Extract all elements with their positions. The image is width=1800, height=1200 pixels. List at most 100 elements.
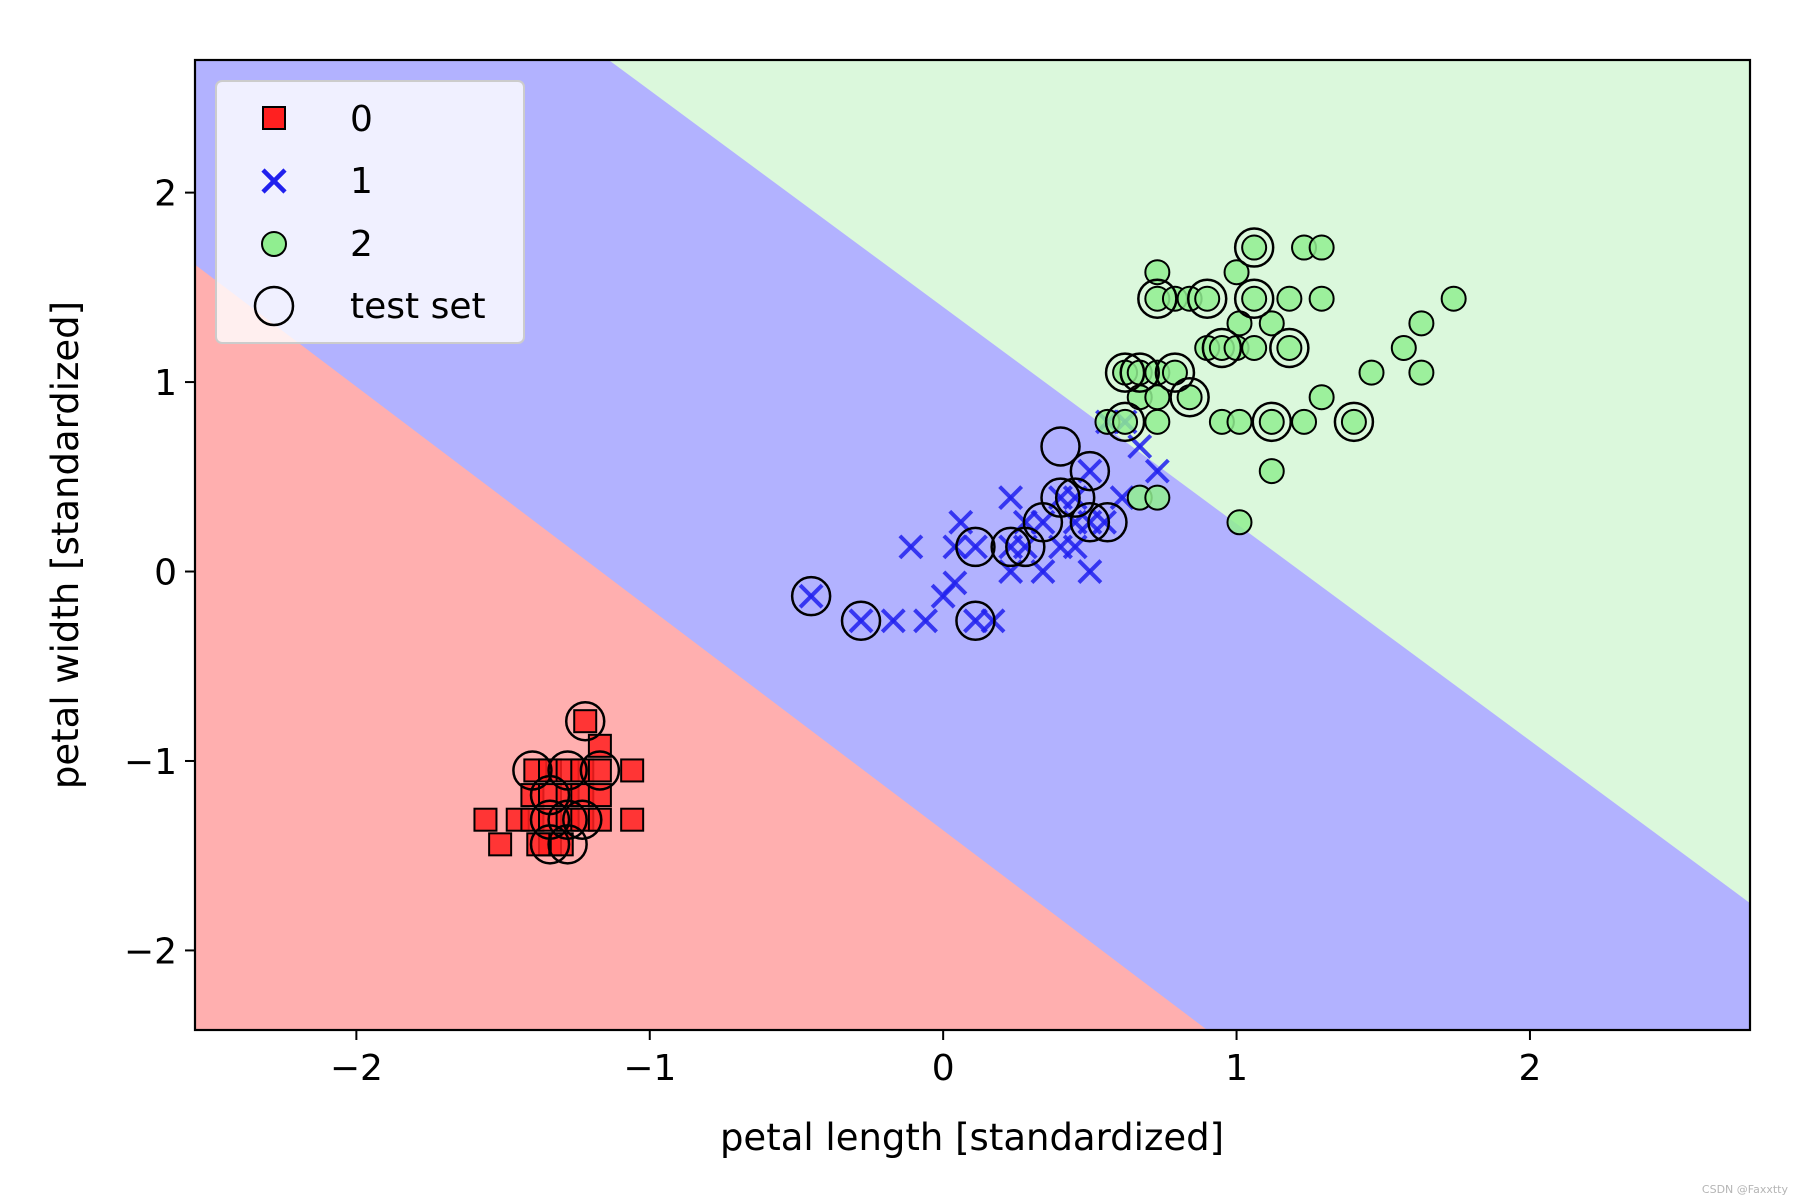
x-tick-label: −1	[623, 1048, 676, 1089]
point-class-1	[1077, 458, 1103, 484]
point-class-1-stroke	[1077, 559, 1103, 584]
test-set-point	[1069, 502, 1111, 543]
point-class-0	[620, 807, 645, 832]
point-class-1-stroke	[848, 608, 874, 634]
point-class-2	[1144, 484, 1171, 511]
test-set-point	[1054, 477, 1096, 518]
point-class-1	[880, 608, 906, 634]
legend-label-test-set: test set	[350, 286, 486, 327]
point-class-2	[1194, 285, 1221, 312]
point-class-2	[1144, 408, 1171, 435]
point-class-2	[1226, 408, 1253, 435]
point-class-2	[1440, 285, 1467, 312]
point-class-2	[1226, 509, 1253, 536]
point-class-1	[942, 534, 968, 560]
decision-regions	[195, 60, 1750, 1030]
x-tick-label: 2	[1518, 1048, 1541, 1089]
test-set-point	[990, 526, 1031, 568]
test-set-point	[564, 700, 606, 742]
point-class-1	[963, 608, 988, 634]
point-class-1-stroke	[798, 583, 824, 609]
point-class-2	[1276, 334, 1303, 361]
test-set-point	[547, 824, 588, 865]
point-class-1	[1092, 509, 1117, 535]
test-set-point	[1233, 227, 1275, 268]
y-tick-label: −1	[124, 742, 177, 783]
point-class-0	[573, 709, 598, 734]
point-class-1-stroke	[942, 570, 968, 596]
point-class-1-stroke	[942, 534, 968, 560]
point-class-2	[1291, 408, 1318, 435]
point-class-1-stroke	[1144, 458, 1170, 484]
test-set-point	[1040, 426, 1081, 467]
point-class-1-stroke	[1077, 458, 1103, 484]
watermark: CSDN @Faxxtty	[1701, 1183, 1788, 1196]
test-set-point	[1201, 327, 1243, 369]
point-class-2	[1112, 408, 1139, 435]
y-tick-label: 2	[154, 174, 177, 215]
x-tick-label: 1	[1225, 1048, 1248, 1089]
legend: 0 1 2 test set	[215, 80, 525, 344]
y-tick-label: −2	[124, 931, 177, 972]
point-class-1-stroke	[898, 534, 924, 560]
point-class-1	[980, 608, 1006, 634]
point-class-0	[587, 807, 612, 832]
test-set-point	[1251, 401, 1293, 443]
x-tick-label: −2	[330, 1048, 383, 1089]
legend-label-2: 2	[350, 224, 373, 265]
point-class-2	[1241, 285, 1268, 312]
y-tick-label: 0	[154, 553, 177, 594]
region-class-2	[608, 60, 1750, 904]
legend-marker-x	[261, 168, 287, 194]
test-set-point	[1154, 352, 1196, 393]
point-class-1-stroke	[963, 608, 988, 634]
point-class-1-stroke	[1127, 434, 1153, 459]
point-class-2	[1176, 384, 1203, 411]
point-class-1-stroke	[1092, 509, 1117, 535]
plot-frame	[193, 58, 1752, 1032]
test-set-point	[1186, 278, 1228, 319]
point-class-2	[1241, 234, 1268, 261]
point-class-2	[1144, 259, 1171, 286]
point-class-0	[473, 807, 498, 832]
point-class-2	[1161, 359, 1188, 386]
point-class-2	[1223, 259, 1250, 286]
test-set-point	[529, 824, 571, 865]
test-set-point	[955, 526, 996, 568]
point-class-1	[913, 608, 938, 634]
point-class-1	[848, 608, 874, 634]
x-axis: −2 −1 0 1 2	[330, 1030, 1541, 1089]
data-points	[473, 227, 1467, 865]
test-set-point	[1104, 352, 1146, 393]
point-class-1-stroke	[913, 608, 938, 634]
point-class-1	[998, 485, 1024, 511]
y-axis: −2 −1 0 1 2	[124, 174, 195, 972]
test-set-point	[1333, 401, 1375, 443]
test-set-point	[1040, 477, 1081, 518]
point-class-1-stroke	[1062, 485, 1088, 511]
point-class-2	[1308, 384, 1335, 411]
test-set-point	[579, 750, 621, 791]
test-set-point	[1137, 278, 1178, 319]
point-class-0	[587, 758, 612, 783]
test-set-point	[840, 600, 882, 642]
test-set-point	[1233, 278, 1275, 319]
region-class-0	[195, 264, 1208, 1030]
point-class-2	[1276, 285, 1303, 312]
point-class-1-stroke	[998, 485, 1024, 511]
point-class-1-stroke	[963, 534, 988, 560]
point-class-1-stroke	[980, 608, 1006, 634]
point-class-2	[1308, 285, 1335, 312]
y-tick-label: 1	[154, 363, 177, 404]
test-set-point	[1119, 352, 1160, 393]
point-class-2	[1258, 458, 1285, 485]
point-class-1-stroke	[948, 509, 974, 535]
point-class-2	[1358, 359, 1385, 386]
point-class-1	[1144, 458, 1170, 484]
test-set-point	[1269, 327, 1310, 369]
point-class-0	[488, 832, 513, 857]
point-class-2	[1308, 234, 1335, 261]
point-class-2	[1258, 408, 1285, 435]
legend-label-0: 0	[350, 99, 373, 140]
